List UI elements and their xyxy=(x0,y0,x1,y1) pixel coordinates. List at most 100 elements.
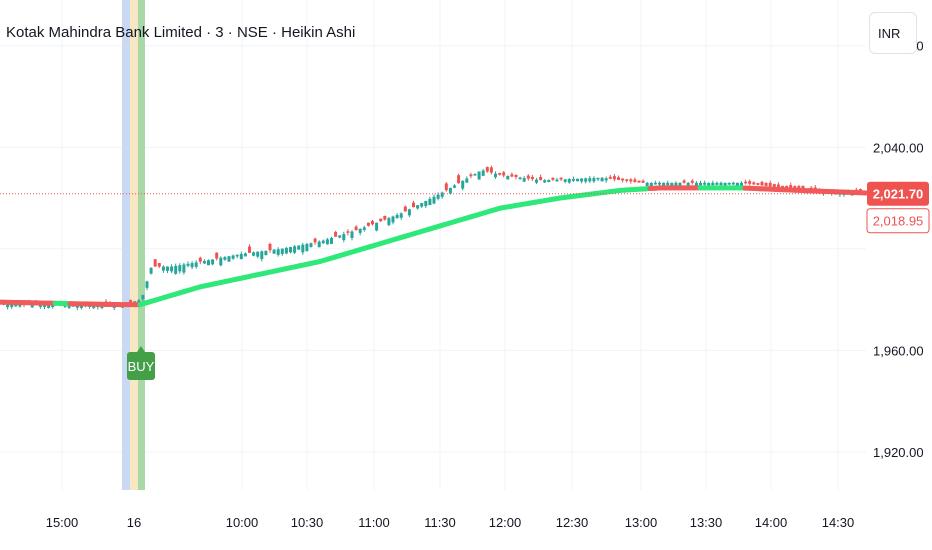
candle xyxy=(530,174,534,182)
candle-body xyxy=(239,253,243,260)
candle-body xyxy=(612,176,616,180)
candle-body xyxy=(375,222,379,231)
candle-body xyxy=(305,243,309,252)
chart-title: Kotak Mahindra Bank Limited · 3 · NSE · … xyxy=(6,24,356,41)
candle xyxy=(330,236,333,245)
candle xyxy=(235,254,239,259)
candle xyxy=(711,180,715,187)
candle-body xyxy=(596,177,600,180)
candle-body xyxy=(797,186,801,189)
candle xyxy=(272,248,276,255)
candle-body xyxy=(440,192,444,197)
candle-body xyxy=(313,238,317,243)
candle-body xyxy=(752,182,756,185)
price-axis: 2,080.002,040.001,960.001,920.00 xyxy=(873,39,924,460)
candle xyxy=(526,174,530,181)
signal-band-blue xyxy=(122,0,130,490)
candle xyxy=(391,215,395,225)
candle xyxy=(284,247,288,255)
candle-body xyxy=(690,180,694,183)
candle xyxy=(559,177,563,181)
candle-body xyxy=(658,182,661,185)
candle xyxy=(280,248,284,256)
candle-body xyxy=(43,304,46,307)
candle-body xyxy=(584,178,588,182)
candle xyxy=(289,246,292,254)
candle-body xyxy=(321,240,325,244)
candle-body xyxy=(223,257,227,260)
candle-body xyxy=(694,182,698,186)
candle xyxy=(453,184,456,189)
candle-body xyxy=(518,177,522,180)
candle-body xyxy=(571,178,575,181)
candle-body xyxy=(371,221,374,225)
candle xyxy=(334,230,338,237)
candle xyxy=(510,172,514,178)
candle xyxy=(186,261,190,268)
buy-signal-marker[interactable]: BUY xyxy=(127,346,155,380)
candle-body xyxy=(629,179,633,182)
candle xyxy=(293,244,297,255)
candle-body xyxy=(567,179,571,183)
candle-body xyxy=(248,246,251,253)
candle-body xyxy=(485,166,489,172)
candle xyxy=(202,259,206,264)
candle-body xyxy=(350,231,354,238)
candle-body xyxy=(416,205,420,209)
buy-label-pointer xyxy=(137,346,145,352)
candle xyxy=(752,181,756,186)
candle-body xyxy=(772,184,776,187)
candle-body xyxy=(530,176,534,180)
candle xyxy=(166,266,169,274)
candle-body xyxy=(293,246,297,253)
candle-body xyxy=(424,200,428,207)
signal-band-green xyxy=(138,0,145,490)
candle xyxy=(522,176,526,183)
candle-body xyxy=(547,179,551,182)
candle-body xyxy=(448,187,452,194)
candle-body xyxy=(756,183,760,185)
candle xyxy=(653,180,657,185)
candle-body xyxy=(289,247,292,253)
buy-label-box xyxy=(127,352,155,380)
candle xyxy=(760,180,764,186)
x-tick-label: 11:30 xyxy=(424,515,456,530)
candle-body xyxy=(338,235,342,238)
candle xyxy=(395,212,399,219)
candle xyxy=(383,215,387,221)
candle-body xyxy=(178,265,182,272)
candle xyxy=(325,237,329,245)
currency-selector[interactable]: INR xyxy=(869,12,917,54)
candle xyxy=(260,250,264,262)
candle-body xyxy=(444,183,448,191)
candle-body xyxy=(764,182,768,186)
candle xyxy=(485,166,489,173)
candle xyxy=(498,172,502,176)
candle xyxy=(547,179,551,183)
candle-body xyxy=(489,167,493,173)
candle-body xyxy=(202,260,206,264)
candle xyxy=(375,222,379,232)
candle-body xyxy=(141,294,145,300)
candle xyxy=(473,173,477,176)
candle xyxy=(629,178,633,184)
candle xyxy=(366,222,370,227)
candle-body xyxy=(301,244,305,253)
candle-body xyxy=(653,182,657,185)
candle xyxy=(641,179,645,183)
candle xyxy=(633,177,637,183)
candle-body xyxy=(608,176,612,179)
candle-body xyxy=(153,259,157,267)
candle-body xyxy=(231,255,235,259)
candle-body xyxy=(498,173,502,175)
candle xyxy=(407,208,411,218)
candle-body xyxy=(600,177,604,182)
candle-body xyxy=(551,177,555,180)
candle-body xyxy=(621,178,625,181)
candle xyxy=(362,225,366,232)
candle xyxy=(190,261,194,270)
candle-body xyxy=(625,179,629,181)
candle xyxy=(551,177,555,182)
candle-body xyxy=(744,181,748,184)
